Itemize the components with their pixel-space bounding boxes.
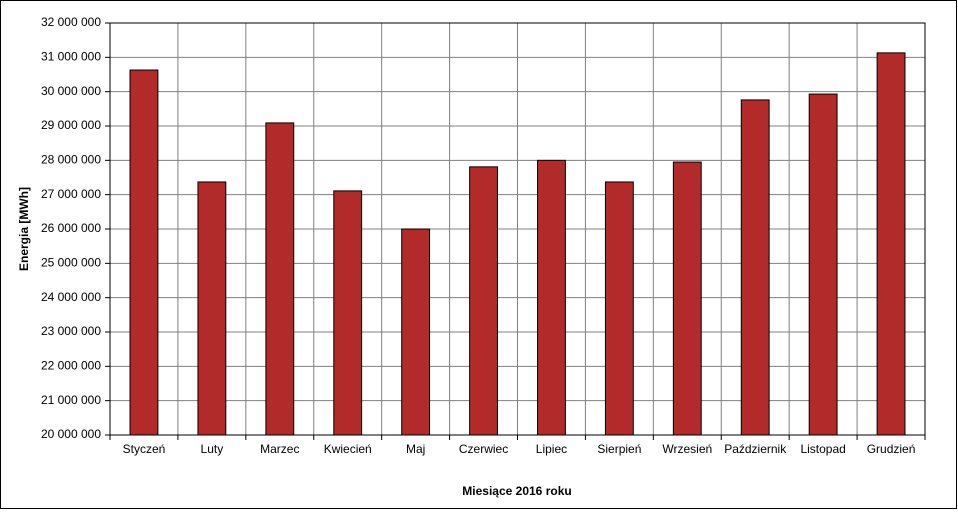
bar: [469, 166, 498, 436]
y-tick-label: 27 000 000: [41, 187, 101, 201]
bar: [265, 122, 295, 436]
y-tick-label: 28 000 000: [41, 153, 101, 167]
y-tick-label: 30 000 000: [41, 84, 101, 98]
bar: [537, 159, 566, 436]
bar: [129, 69, 159, 436]
y-tick-label: 31 000 000: [41, 50, 101, 64]
bar: [808, 93, 838, 436]
y-tick-label: 21 000 000: [41, 393, 101, 407]
bar: [333, 190, 363, 436]
y-tick-label: 26 000 000: [41, 221, 101, 235]
x-tick-label: Grudzień: [867, 442, 916, 456]
x-tick-label: Listopad: [800, 442, 845, 456]
y-tick-label: 32 000 000: [41, 15, 101, 29]
x-tick-label: Kwiecień: [324, 442, 372, 456]
y-tick-label: 24 000 000: [41, 290, 101, 304]
x-tick-label: Luty: [201, 442, 224, 456]
x-tick-label: Październik: [724, 442, 787, 456]
x-tick-label: Wrzesień: [662, 442, 712, 456]
y-tick-label: 25 000 000: [41, 256, 101, 270]
x-tick-label: Styczeń: [123, 442, 166, 456]
bar: [672, 161, 702, 436]
y-tick-label: 22 000 000: [41, 359, 101, 373]
bar: [740, 99, 770, 436]
x-tick-label: Maj: [406, 442, 425, 456]
bar: [604, 181, 634, 436]
x-axis-label: Miesiące 2016 roku: [462, 484, 571, 498]
x-tick-label: Lipiec: [536, 442, 567, 456]
y-axis-label: Energia [MWh]: [17, 187, 31, 271]
y-tick-label: 29 000 000: [41, 118, 101, 132]
x-tick-label: Sierpień: [597, 442, 641, 456]
bar: [401, 228, 431, 436]
x-tick-label: Marzec: [260, 442, 299, 456]
bar: [876, 52, 906, 436]
bar: [197, 181, 227, 436]
y-tick-label: 20 000 000: [41, 427, 101, 441]
x-tick-label: Czerwiec: [459, 442, 508, 456]
y-tick-label: 23 000 000: [41, 324, 101, 338]
